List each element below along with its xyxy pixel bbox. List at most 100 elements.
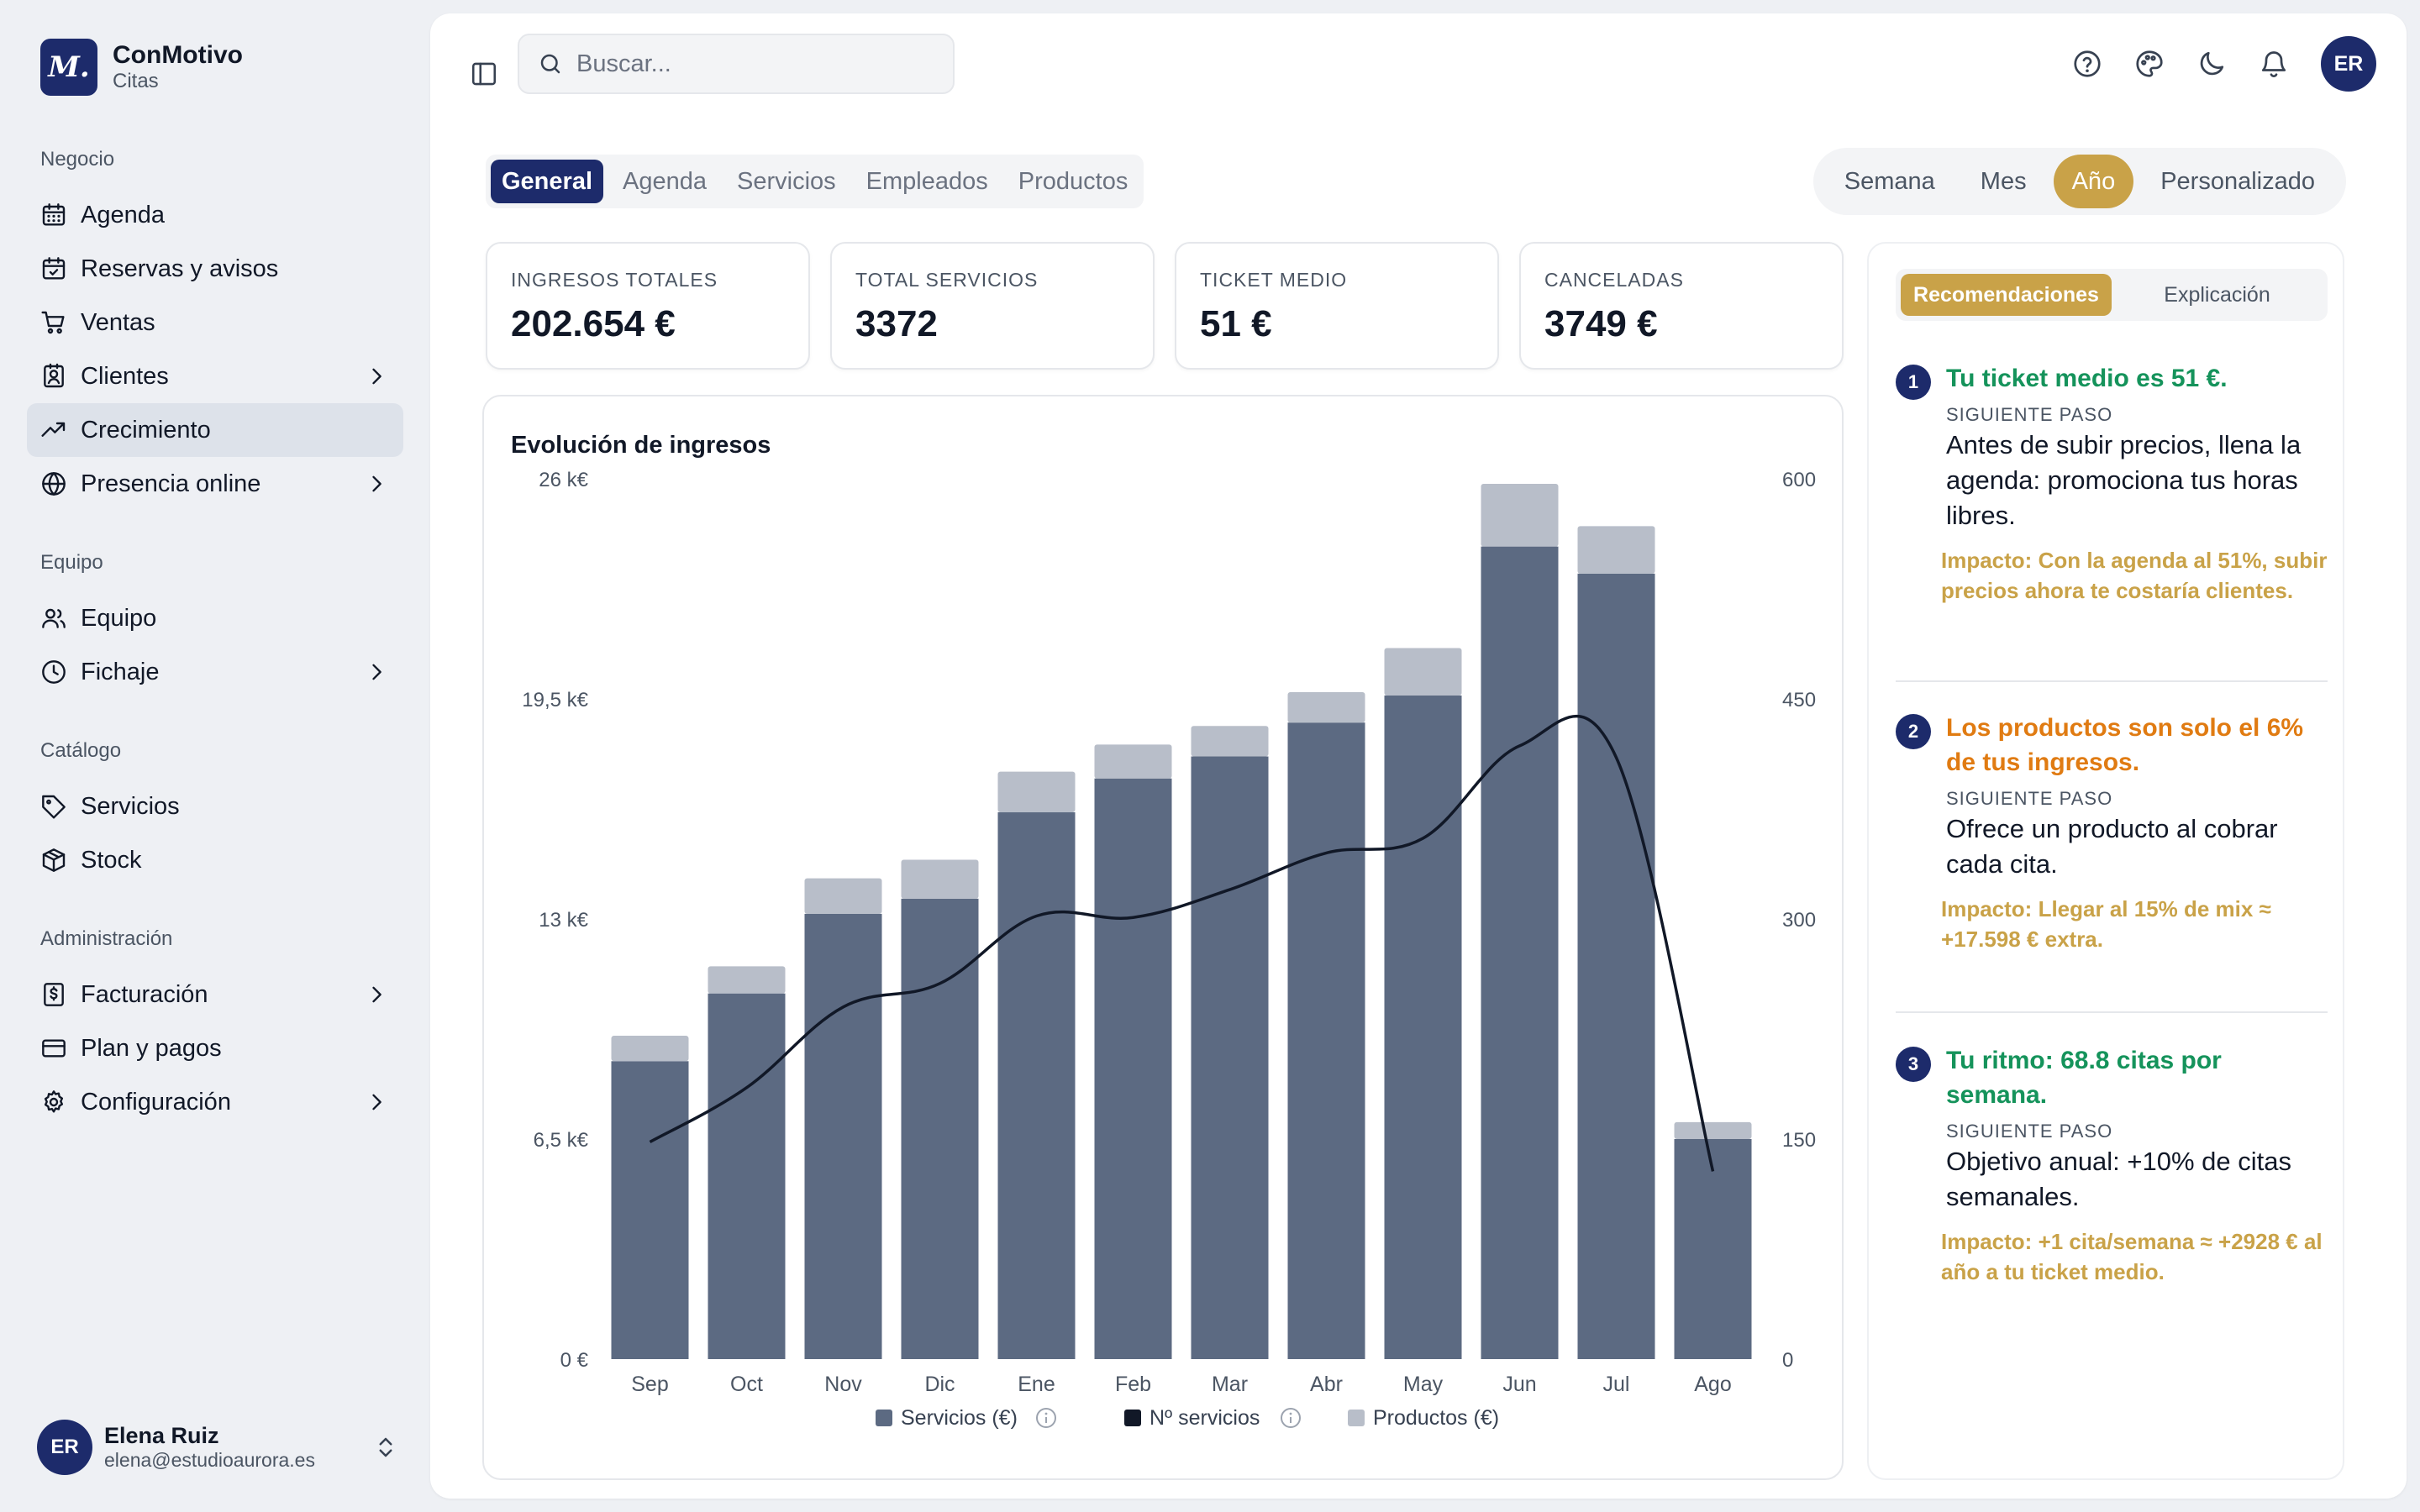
tab-general[interactable]: General: [491, 160, 603, 203]
bar-servicios: [901, 898, 979, 1359]
toggle-sidebar-button[interactable]: [459, 49, 509, 99]
period-mes[interactable]: Mes: [1980, 167, 2027, 195]
bar-servicios: [1191, 756, 1269, 1359]
sidebar-item-reservas[interactable]: Reservas y avisos: [27, 242, 403, 296]
calendar-check-icon: [42, 257, 66, 280]
sidebar-item-label: Equipo: [81, 604, 157, 632]
rec-step-label: SIGUIENTE PASO: [1946, 788, 2113, 809]
avatar: ER: [37, 1420, 92, 1475]
main-panel: ER General Agenda Servicios Empleados Pr…: [430, 13, 2407, 1499]
help-button[interactable]: [2064, 40, 2111, 87]
sidebar-item-crecimiento[interactable]: Crecimiento: [27, 403, 403, 457]
chevron-right-icon: [372, 475, 381, 492]
rec-number-badge: 3: [1896, 1047, 1931, 1082]
sidebar-item-label: Ventas: [81, 308, 155, 336]
header-avatar[interactable]: ER: [2321, 36, 2376, 92]
dark-mode-button[interactable]: [2188, 40, 2235, 87]
tab-empleados[interactable]: Empleados: [865, 167, 988, 195]
kpi-card-servicios: TOTAL SERVICIOS 3372: [830, 242, 1155, 370]
bar-servicios: [1577, 573, 1655, 1359]
bell-icon: [2261, 51, 2286, 77]
search-box[interactable]: [518, 34, 955, 94]
search-icon: [540, 54, 560, 74]
bar-servicios: [708, 993, 786, 1359]
y-tick-label: 0 €: [560, 1349, 589, 1372]
user-menu[interactable]: ER Elena Ruiz elena@estudioaurora.es: [37, 1420, 398, 1475]
info-icon-dot: [1289, 1412, 1292, 1415]
sidebar-item-clientes[interactable]: Clientes: [27, 349, 403, 403]
bar-productos: [1191, 726, 1269, 757]
rec-title: Tu ritmo: 68.8 citas por semana.: [1946, 1047, 2222, 1109]
y-tick-label: 26 k€: [539, 469, 588, 491]
y-tick-label: 19,5 k€: [522, 689, 588, 711]
tab-servicios[interactable]: Servicios: [737, 167, 836, 195]
period-personalizado[interactable]: Personalizado: [2160, 167, 2315, 195]
y-tick-label: 6,5 k€: [534, 1129, 589, 1152]
sidebar-item-stock[interactable]: Stock: [27, 833, 403, 887]
sidebar-item-facturacion[interactable]: Facturación: [27, 968, 403, 1021]
sidebar-item-plan[interactable]: Plan y pagos: [27, 1021, 403, 1075]
palette-icon: [2136, 50, 2163, 77]
bar-productos: [708, 966, 786, 994]
divider: [1896, 680, 2328, 682]
chevrons-up-down-icon: [379, 1437, 392, 1457]
info-icon: [1281, 1408, 1301, 1428]
sidebar-item-equipo[interactable]: Equipo: [27, 591, 403, 645]
theme-palette-button[interactable]: [2126, 40, 2173, 87]
sidebar-item-label: Fichaje: [81, 658, 160, 685]
recommendation-item: 1 Tu ticket medio es 51 €. SIGUIENTE PAS…: [1896, 361, 2329, 606]
x-tick-label: Ene: [1018, 1373, 1055, 1396]
tab-recomendaciones[interactable]: Recomendaciones: [1901, 274, 2112, 316]
search-input[interactable]: [576, 50, 929, 78]
kpi-label: TICKET MEDIO: [1200, 269, 1348, 291]
legend-label: Nº servicios: [1150, 1406, 1260, 1430]
notifications-button[interactable]: [2250, 40, 2297, 87]
period-semana[interactable]: Semana: [1844, 167, 1935, 195]
line-num-servicios: [649, 714, 1715, 1172]
bar-productos: [804, 878, 882, 914]
chart-title: Evolución de ingresos: [511, 432, 771, 459]
period-ano[interactable]: Año: [2053, 155, 2134, 208]
sidebar-item-label: Configuración: [81, 1088, 231, 1116]
brand[interactable]: M. ConMotivo Citas: [40, 39, 243, 96]
x-tick-label: Sep: [631, 1373, 668, 1396]
user-email: elena@estudioaurora.es: [104, 1449, 315, 1471]
section-administracion: Administración: [40, 927, 173, 950]
sidebar-item-label: Presencia online: [81, 470, 261, 497]
brand-subtitle: Citas: [113, 70, 159, 92]
kpi-card-ticket: TICKET MEDIO 51 €: [1175, 242, 1499, 370]
sidebar-item-agenda[interactable]: Agenda: [27, 188, 403, 242]
reco-tabs: Recomendaciones Explicación: [1896, 269, 2328, 321]
sidebar-item-label: Clientes: [81, 362, 169, 390]
sidebar-item-label: Reservas y avisos: [81, 255, 279, 282]
globe-icon: [42, 472, 66, 496]
info-icon: [1036, 1408, 1056, 1428]
rec-title: Tu ticket medio es 51 €.: [1946, 365, 2228, 392]
receipt-icon: [44, 983, 64, 1006]
rec-step: Antes de subir precios, llena la agenda:…: [1946, 430, 2302, 530]
help-icon: [2074, 50, 2101, 77]
rec-number-badge: 1: [1896, 365, 1931, 400]
sidebar-item-presencia[interactable]: Presencia online: [27, 457, 403, 511]
section-catalogo: Catálogo: [40, 739, 122, 762]
bar-productos: [1384, 648, 1462, 696]
tab-productos[interactable]: Productos: [1018, 167, 1128, 195]
sidebar-item-label: Facturación: [81, 980, 208, 1008]
rec-step: Objetivo anual: +10% de citas semanales.: [1946, 1147, 2292, 1211]
brand-name: ConMotivo: [113, 41, 243, 69]
tag-icon: [42, 795, 66, 819]
bar-servicios: [804, 913, 882, 1359]
sidebar-item-fichaje[interactable]: Fichaje: [27, 645, 403, 699]
sidebar-item-ventas[interactable]: Ventas: [27, 296, 403, 349]
kpi-value: 202.654 €: [511, 303, 676, 344]
kpi-label: CANCELADAS: [1544, 269, 1684, 291]
tab-agenda[interactable]: Agenda: [623, 167, 707, 195]
divider: [1896, 1011, 2328, 1013]
tab-explicacion[interactable]: Explicación: [2164, 282, 2270, 307]
chevron-right-icon: [372, 368, 381, 385]
bar-productos: [1674, 1121, 1752, 1139]
sidebar-item-configuracion[interactable]: Configuración: [27, 1075, 403, 1129]
sidebar-item-servicios[interactable]: Servicios: [27, 780, 403, 833]
bar-servicios: [1287, 722, 1365, 1359]
